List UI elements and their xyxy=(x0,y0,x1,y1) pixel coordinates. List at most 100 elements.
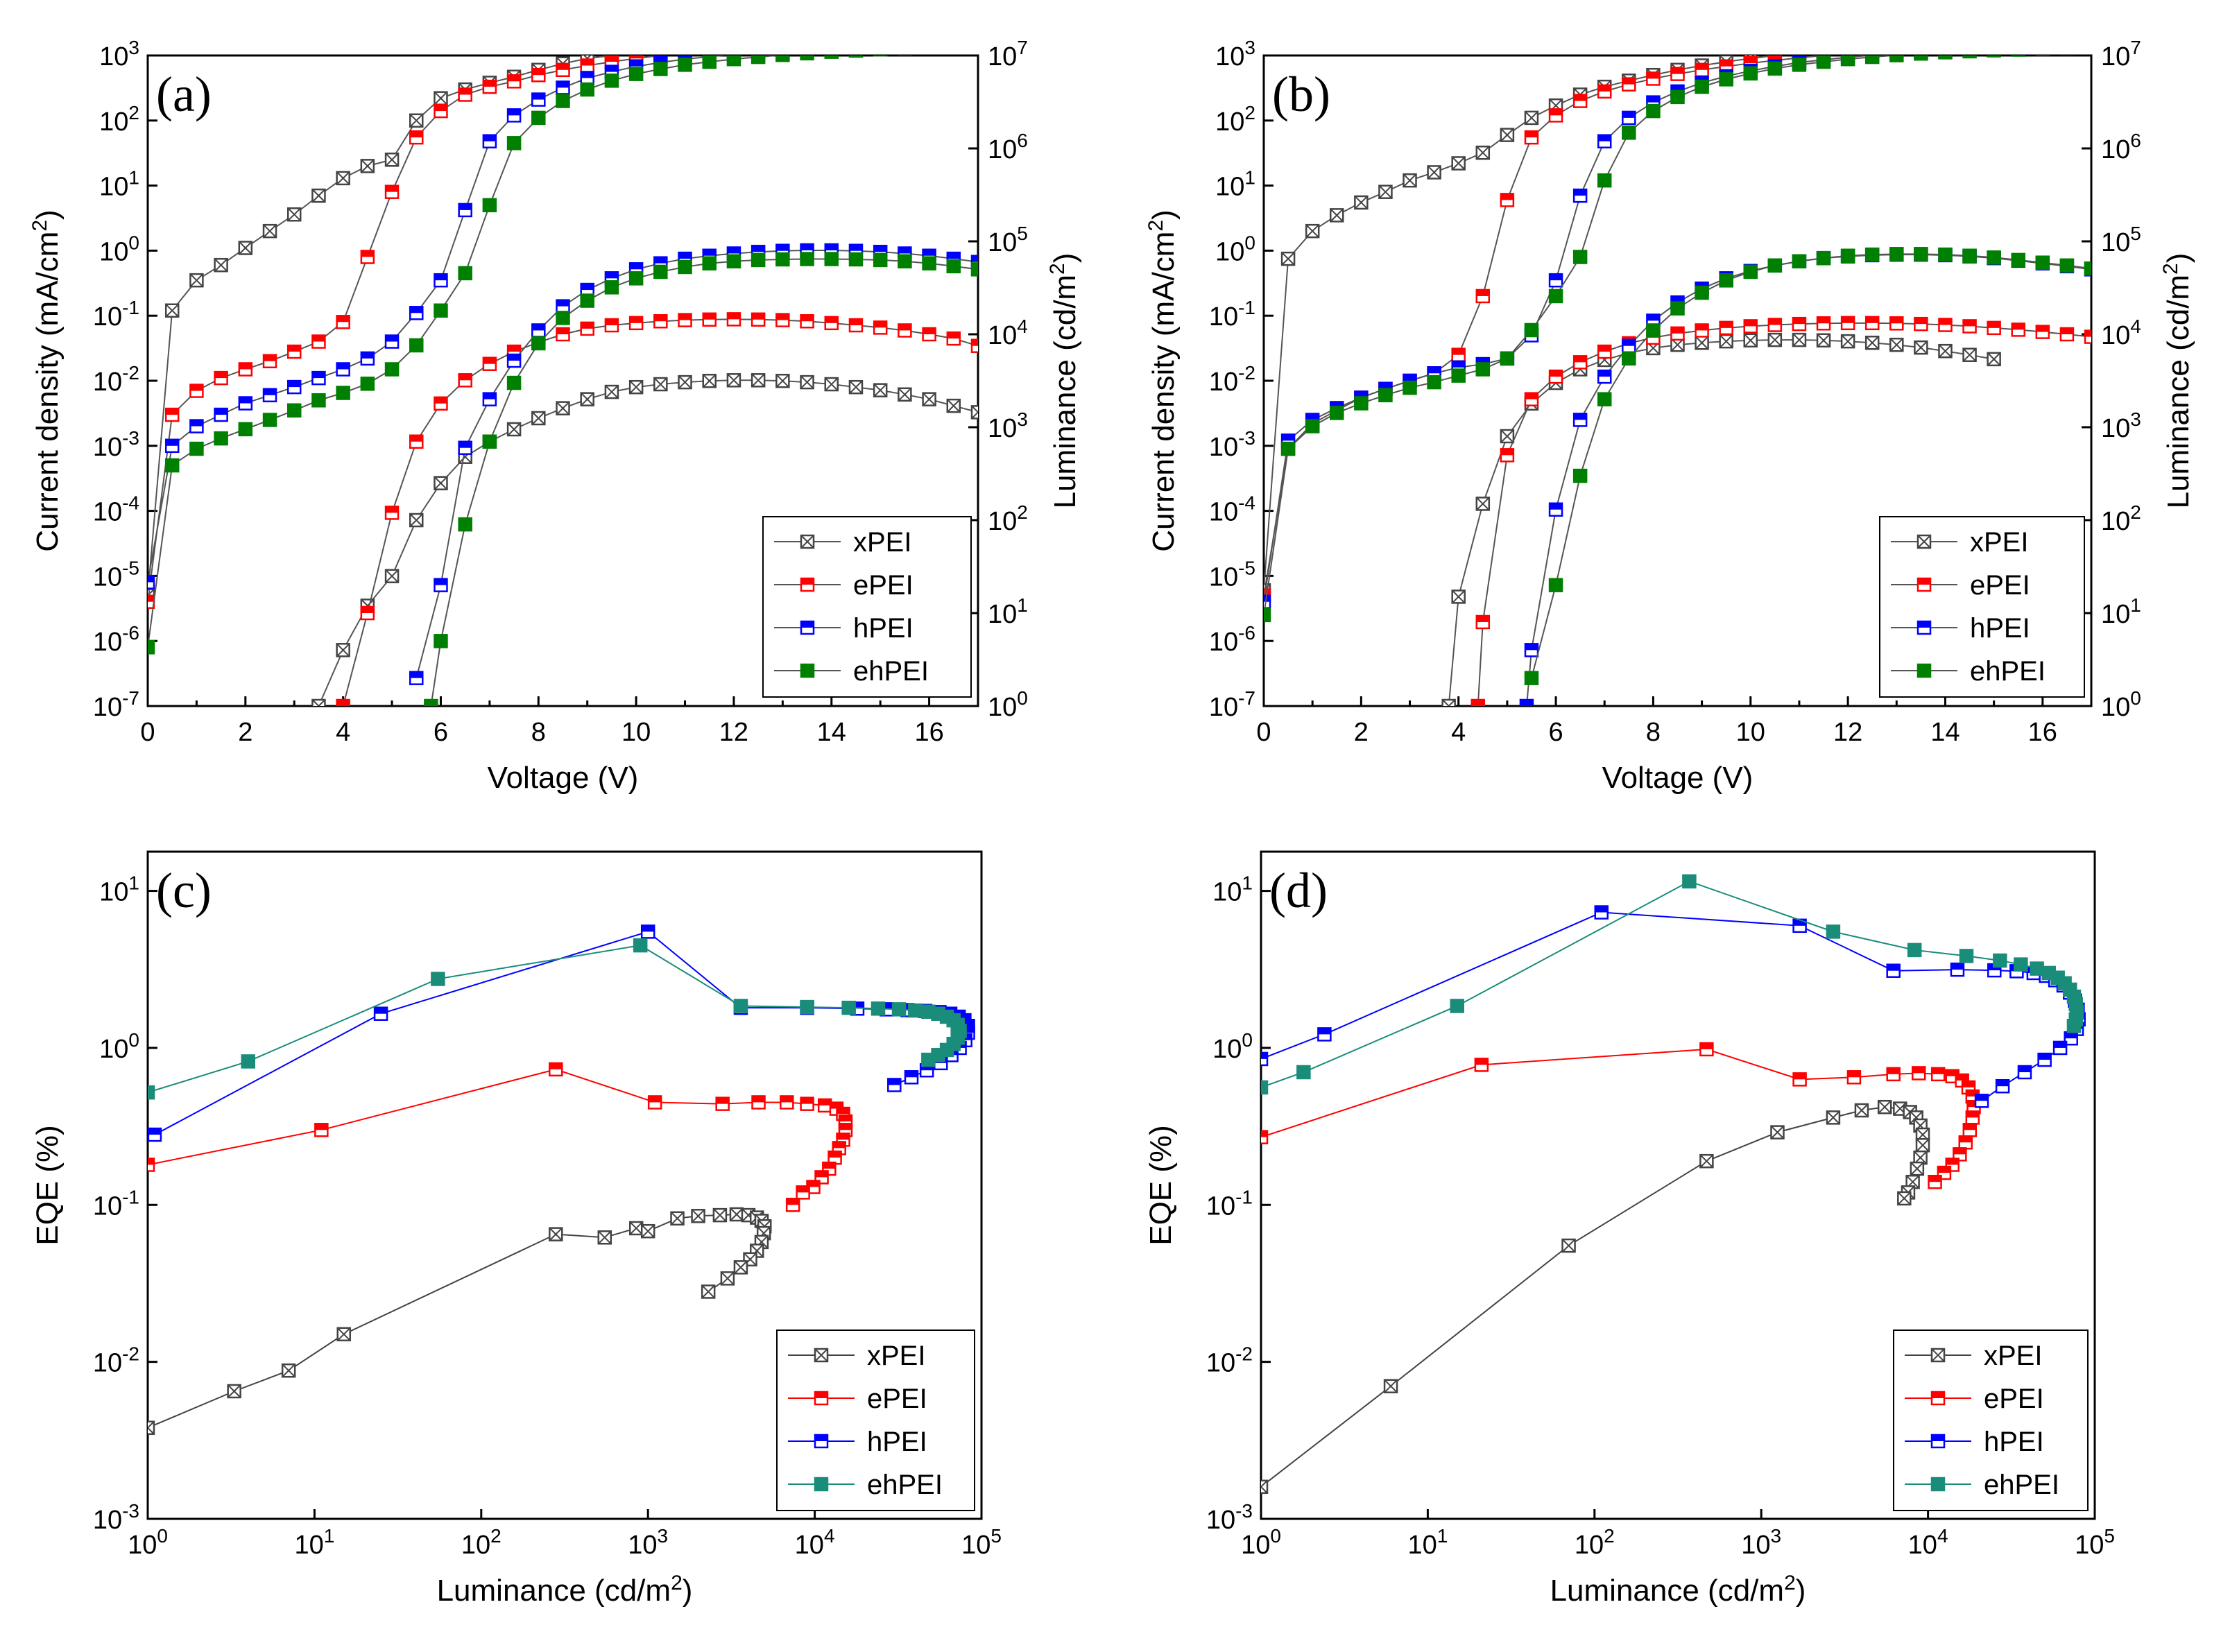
marker-xpei-1 xyxy=(1280,251,1296,266)
marker-ehpei-23 xyxy=(1816,55,1831,69)
legend-label: hPEI xyxy=(853,613,914,644)
marker-ehpei-20 xyxy=(2011,252,2025,268)
marker-ehpei-29 xyxy=(848,55,864,58)
marker-epei-4 xyxy=(238,362,253,377)
y-tick-label: 10-3 xyxy=(1206,1500,1253,1535)
marker-ehpei-16 xyxy=(1914,247,1928,261)
x-tick-label: 4 xyxy=(336,718,350,747)
y-tick-label: 100 xyxy=(99,232,139,266)
marker-epei-34 xyxy=(2085,39,2098,51)
marker-ehpei-4 xyxy=(506,375,522,390)
marker-ehpei-8 xyxy=(604,280,619,295)
marker-ehpei-19 xyxy=(1987,250,2001,265)
marker-epei-20 xyxy=(824,316,839,331)
marker-ehpei-8 xyxy=(891,1002,907,1017)
marker-epei-5 xyxy=(751,1095,766,1110)
marker-xpei-12 xyxy=(604,384,619,399)
y2-tick-label: 105 xyxy=(988,223,1028,257)
marker-hpei-12 xyxy=(1548,273,1563,288)
marker-ehpei-3 xyxy=(214,431,228,446)
marker-hpei-6 xyxy=(556,299,570,313)
x-tick-label: 2 xyxy=(1354,718,1369,747)
marker-ehpei-30 xyxy=(1987,55,2001,58)
marker-epei-8 xyxy=(1451,347,1466,362)
x-tick-label: 14 xyxy=(1930,718,1960,747)
y2-tick-label: 107 xyxy=(988,37,1028,71)
marker-epei-29 xyxy=(1964,40,1976,53)
marker-xpei-2 xyxy=(1305,223,1320,239)
y-tick-label: 103 xyxy=(1215,37,1255,71)
marker-epei-18 xyxy=(1889,316,1904,331)
y-axis-title: EQE (%) xyxy=(1144,1125,1178,1246)
marker-xpei-legend xyxy=(800,534,815,549)
marker-ehpei-2 xyxy=(431,972,445,986)
marker-xpei-4 xyxy=(238,241,253,255)
marker-xpei-19 xyxy=(775,373,790,388)
marker-xpei-1 xyxy=(1383,1379,1398,1393)
marker-epei-18 xyxy=(1695,62,1709,78)
marker-hpei-31 xyxy=(2012,42,2025,54)
marker-xpei-19 xyxy=(1889,337,1904,352)
marker-ehpei-16 xyxy=(531,110,546,126)
x-axis-title: Luminance (cd/m2) xyxy=(437,1572,693,1608)
marker-xpei-3 xyxy=(1699,1153,1714,1169)
marker-xpei-25 xyxy=(1866,40,1878,53)
marker-epei-2 xyxy=(384,506,400,520)
marker-ehpei-20 xyxy=(898,254,912,269)
marker-ehpei-12 xyxy=(702,256,717,270)
marker-xpei-4 xyxy=(549,1227,563,1241)
marker-ehpei-31 xyxy=(898,55,912,56)
x-tick-label: 100 xyxy=(128,1525,168,1560)
marker-ehpei-25 xyxy=(751,55,766,64)
marker-hpei-13 xyxy=(1572,188,1588,203)
marker-ehpei-33 xyxy=(2059,55,2075,56)
marker-xpei-20 xyxy=(800,375,814,390)
marker-ehpei-17 xyxy=(1670,89,1685,105)
marker-ehpei-3 xyxy=(1682,874,1697,889)
y-axis-title: EQE (%) xyxy=(31,1125,65,1246)
marker-hpei-28 xyxy=(825,42,838,54)
marker-ehpei-1 xyxy=(1296,1065,1311,1080)
x-tick-label: 8 xyxy=(1646,718,1661,747)
marker-hpei-14 xyxy=(482,134,497,148)
marker-hpei-0 xyxy=(148,575,155,590)
y2-tick-label: 100 xyxy=(988,687,1028,722)
marker-ehpei-27 xyxy=(1914,55,1928,61)
marker-hpei-1 xyxy=(434,578,448,592)
marker-ehpei-24 xyxy=(726,55,741,67)
legend-label: ePEI xyxy=(1970,570,2030,601)
marker-epei-13 xyxy=(458,87,472,102)
marker-epei-14 xyxy=(1597,84,1612,99)
marker-hpei-34 xyxy=(972,37,984,50)
marker-ehpei-5 xyxy=(1646,323,1661,338)
y-tick-label: 10-7 xyxy=(1209,687,1255,722)
marker-xpei-15 xyxy=(1792,332,1807,347)
marker-xpei-9 xyxy=(691,1209,705,1223)
marker-ehpei-3 xyxy=(1597,392,1612,406)
marker-epei-13 xyxy=(1572,94,1588,108)
marker-xpei-2 xyxy=(1475,497,1491,511)
marker-ehpei-14 xyxy=(1597,173,1612,188)
marker-ehpei-7 xyxy=(1993,953,2007,968)
marker-epei-7 xyxy=(1930,1067,1946,1082)
marker-epei-9 xyxy=(1475,289,1491,304)
y2-tick-label: 103 xyxy=(2101,408,2141,443)
marker-ehpei-7 xyxy=(311,393,326,408)
marker-epei-22 xyxy=(873,320,888,335)
marker-epei-14 xyxy=(1962,1123,1978,1137)
x-axis-title: Luminance (cd/m2) xyxy=(1550,1572,1806,1608)
marker-epei-13 xyxy=(1767,318,1783,332)
marker-ehpei-19 xyxy=(873,252,888,268)
marker-epei-2 xyxy=(189,384,204,398)
marker-hpei-22 xyxy=(1974,1094,1989,1108)
marker-epei-19 xyxy=(800,314,814,329)
marker-xpei-24 xyxy=(728,37,740,50)
x-tick-label: 103 xyxy=(628,1525,668,1560)
x-tick-label: 104 xyxy=(795,1525,835,1560)
marker-ehpei-20 xyxy=(1743,66,1758,81)
marker-epei-10 xyxy=(580,321,594,336)
marker-epei-6 xyxy=(1912,1066,1926,1081)
marker-epei-2 xyxy=(549,1062,563,1077)
marker-xpei-27 xyxy=(970,405,978,420)
marker-hpei-3 xyxy=(214,407,228,422)
